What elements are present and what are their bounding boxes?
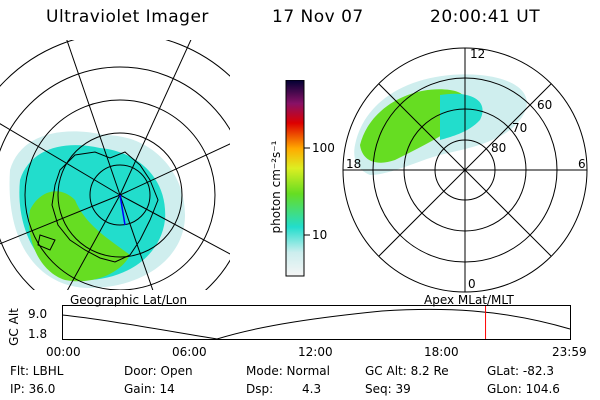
colorbar-tick-10: 10 (312, 228, 328, 242)
observation-date: 17 Nov 07 (272, 7, 364, 27)
colorbar (285, 80, 310, 277)
gc-alt-status: GC Alt: 8.2 Re (365, 364, 449, 378)
colorbar-tick-100: 100 (312, 141, 335, 155)
geographic-panel-label: Geographic Lat/Lon (70, 293, 188, 307)
seq-status: Seq: 39 (365, 382, 411, 396)
time-tick-0: 00:00 (46, 345, 81, 359)
time-tick-2: 12:00 (298, 345, 333, 359)
mlat-70-label: 70 (512, 121, 528, 135)
magnetic-polar-panel (342, 47, 588, 293)
geographic-map-panel (0, 40, 230, 290)
door-status: Door: Open (124, 364, 193, 378)
colorbar-unit-label: photon cm⁻²s⁻¹ (269, 140, 283, 234)
altitude-ymin-label: 1.8 (28, 327, 48, 341)
glon-status: GLon: 104.6 (487, 382, 560, 396)
gain-status: Gain: 14 (124, 382, 175, 396)
mlt-6-label: 6 (578, 157, 586, 171)
mlat-80-label: 80 (491, 141, 507, 155)
time-tick-4: 23:59 (552, 345, 587, 359)
mlt-18-label: 18 (346, 157, 362, 171)
mlat-60-label: 60 (537, 98, 553, 112)
filter-status: Flt: LBHL (10, 364, 64, 378)
ip-status: IP: 36.0 (10, 382, 56, 396)
time-tick-1: 06:00 (172, 345, 207, 359)
mode-status: Mode: Normal (246, 364, 330, 378)
apex-panel-label: Apex MLat/MLT (424, 293, 514, 307)
dsp-label: Dsp: (246, 382, 274, 396)
mlt-12-label: 12 (470, 47, 486, 61)
glat-status: GLat: -82.3 (487, 364, 554, 378)
altitude-plot (62, 305, 571, 340)
instrument-title: Ultraviolet Imager (46, 7, 209, 27)
altitude-axis-label: GC Alt (7, 308, 21, 346)
altitude-ymax-label: 9.0 (28, 307, 48, 321)
dsp-value: 4.3 (302, 382, 322, 396)
observation-time: 20:00:41 UT (430, 7, 541, 27)
mlt-0-label: 0 (468, 277, 476, 291)
time-tick-3: 18:00 (424, 345, 459, 359)
